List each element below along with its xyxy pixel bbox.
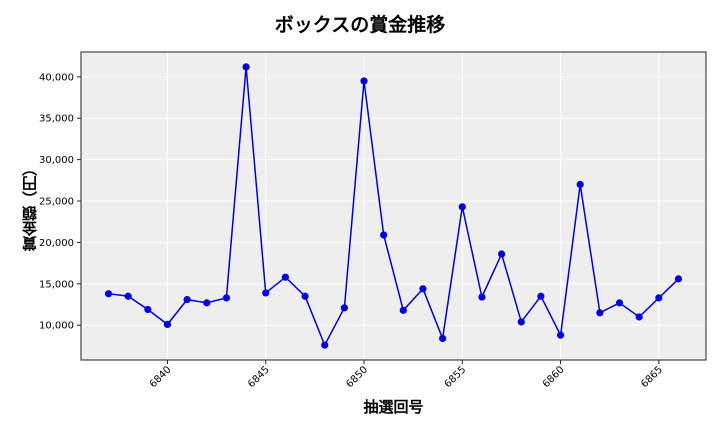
data-point <box>615 299 624 307</box>
data-point <box>360 77 368 85</box>
data-point <box>517 318 525 326</box>
data-point <box>635 313 643 321</box>
y-tick-label: 15,000 <box>39 279 74 290</box>
x-tick-label: 6865 <box>639 364 665 390</box>
x-axis-label: 抽選回号 <box>363 398 424 416</box>
data-point <box>576 180 584 189</box>
chart-title: ボックスの賞金推移 <box>274 14 446 36</box>
data-point <box>674 275 683 283</box>
data-point <box>497 250 506 258</box>
y-tick-label: 20,000 <box>39 238 74 249</box>
data-point <box>262 289 270 297</box>
y-tick-label: 40,000 <box>39 72 74 83</box>
y-tick-label: 35,000 <box>39 114 74 125</box>
data-point <box>419 285 427 293</box>
x-tick-label: 6840 <box>148 364 174 390</box>
y-tick-label: 25,000 <box>39 197 74 208</box>
plot-area <box>81 52 706 360</box>
data-point <box>203 299 211 307</box>
data-point <box>655 294 663 302</box>
data-point <box>183 295 191 304</box>
y-axis-ticks: 10,000 15,000 20,000 25,000 30,000 35,000 40,0… <box>39 72 81 332</box>
plot-frame <box>80 51 707 361</box>
data-point <box>556 331 565 339</box>
data-point <box>242 63 250 71</box>
data-point <box>478 293 486 301</box>
data-point <box>124 292 132 300</box>
data-point <box>281 273 290 281</box>
data-point <box>321 341 329 349</box>
data-point-markers <box>104 63 683 349</box>
y-tick-label: 10,000 <box>39 321 74 332</box>
x-tick-label: 6845 <box>246 364 272 390</box>
data-point <box>163 320 172 328</box>
data-point <box>340 304 348 312</box>
x-tick-label: 6855 <box>443 364 469 390</box>
data-point <box>537 292 545 300</box>
y-tick-label: 30,000 <box>39 155 74 166</box>
data-point <box>458 203 466 211</box>
x-tick-label: 6860 <box>541 364 567 390</box>
data-point <box>596 309 604 317</box>
x-tick-label: 6850 <box>344 364 370 390</box>
x-axis-ticks: 6840 6845 6850 6855 6860 6865 <box>148 360 665 390</box>
data-point <box>222 294 231 302</box>
data-point <box>144 305 152 314</box>
data-point <box>301 292 309 300</box>
data-point <box>104 290 113 298</box>
data-point <box>439 334 447 343</box>
data-point <box>380 231 388 239</box>
data-point <box>399 306 407 314</box>
